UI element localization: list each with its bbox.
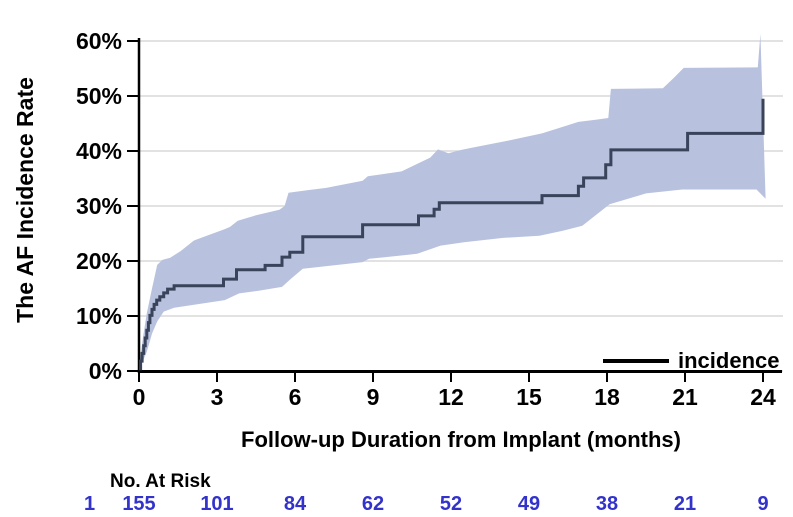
x-tick-label: 3 — [210, 384, 224, 410]
at-risk-label: No. At Risk — [110, 471, 211, 492]
x-axis-title: Follow-up Duration from Implant (months) — [241, 427, 681, 452]
x-tick-label: 21 — [672, 384, 698, 410]
at-risk-value: 155 — [122, 493, 156, 515]
y-tick-label: 30% — [75, 193, 122, 219]
at-risk-value: 9 — [757, 493, 769, 515]
at-risk-value: 84 — [283, 493, 307, 515]
legend: incidence — [603, 348, 779, 374]
x-tick-label: 12 — [438, 384, 464, 410]
x-tick-label: 15 — [516, 384, 542, 410]
at-risk-value: 62 — [361, 493, 385, 515]
at-risk-value: 21 — [673, 493, 697, 515]
incidence-line-swatch — [603, 359, 669, 363]
at-risk-value: 1 — [84, 493, 96, 515]
y-tick-label: 60% — [75, 28, 122, 54]
at-risk-value: 49 — [517, 493, 541, 515]
at-risk-value: 101 — [200, 493, 234, 515]
y-tick-label: 20% — [75, 248, 122, 274]
y-tick-label: 40% — [75, 138, 122, 164]
legend-label: incidence — [678, 348, 780, 373]
at-risk-value: 38 — [595, 493, 619, 515]
x-tick-label: 18 — [594, 384, 620, 410]
y-tick-label: 50% — [75, 83, 122, 109]
at-risk-value: 52 — [439, 493, 463, 515]
y-tick-label: 10% — [75, 303, 122, 329]
x-tick-label: 0 — [132, 384, 146, 410]
y-tick-label: 0% — [88, 358, 122, 384]
x-tick-label: 9 — [366, 384, 380, 410]
x-tick-label: 24 — [750, 384, 776, 410]
x-tick-label: 6 — [288, 384, 302, 410]
incidence-step-line — [139, 98, 765, 371]
